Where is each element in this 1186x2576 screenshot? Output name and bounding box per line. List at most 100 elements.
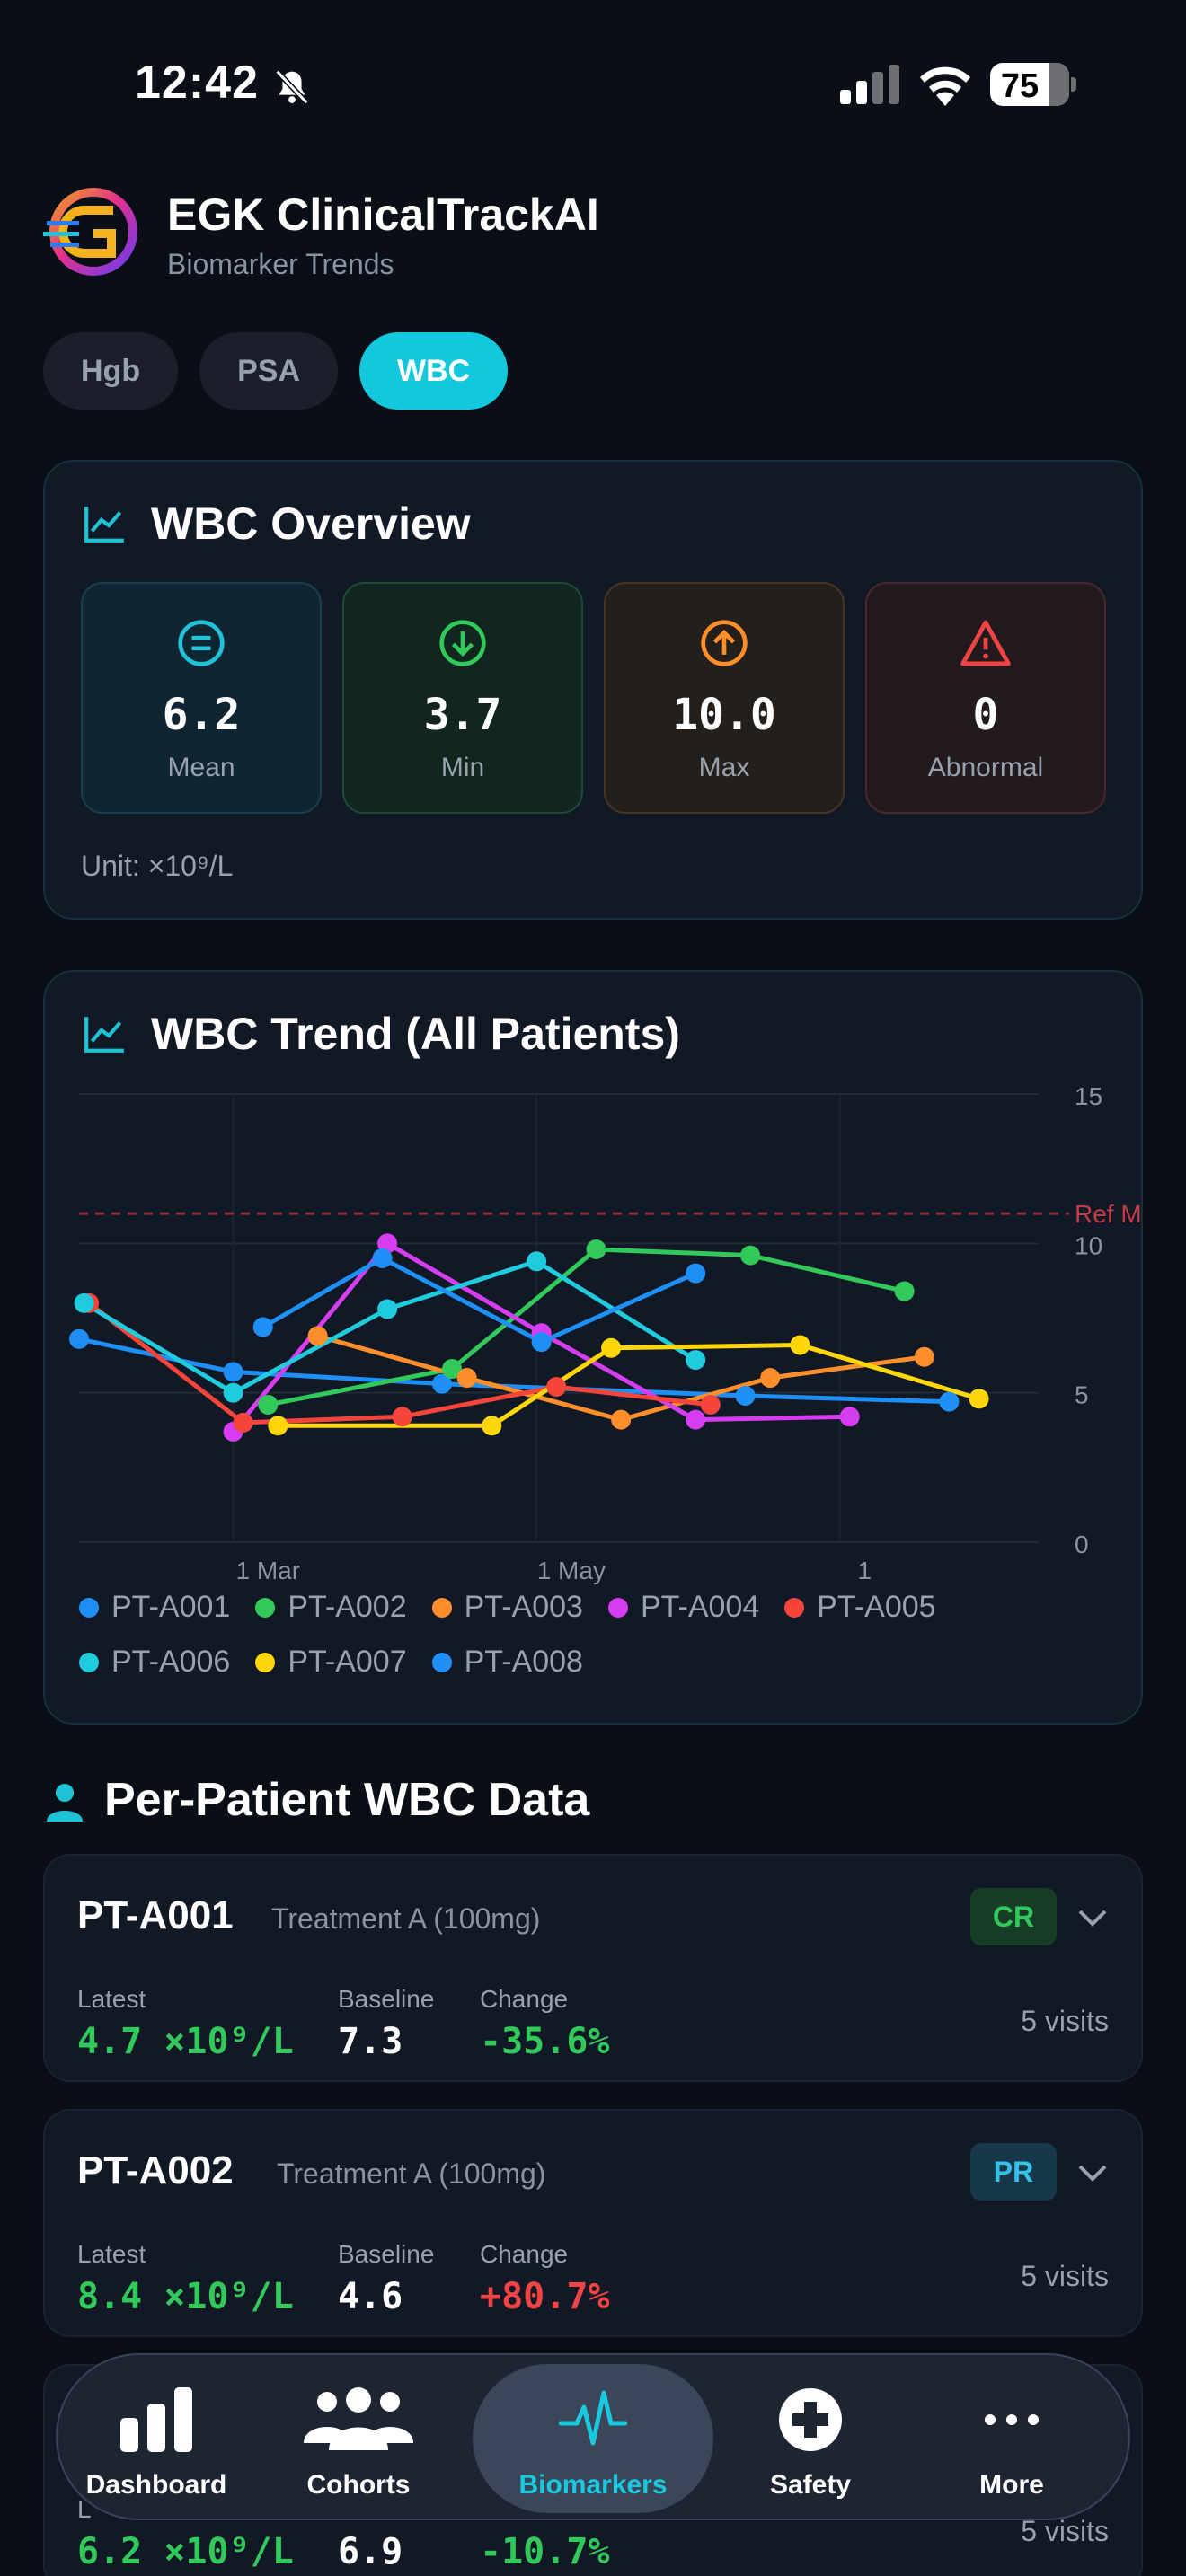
battery-indicator: 75	[990, 63, 1069, 106]
stat-mean-label: Mean	[167, 753, 235, 782]
latest-label: Latest	[77, 1985, 146, 2013]
data-point[interactable]	[939, 1391, 960, 1412]
tab-hgb[interactable]: Hgb	[43, 332, 179, 410]
data-point[interactable]	[392, 1407, 412, 1427]
data-point[interactable]	[456, 1368, 477, 1389]
arrow-up-circle-icon	[701, 620, 748, 666]
stat-mean-value: 6.2	[162, 690, 241, 740]
stat-max-value: 10.0	[672, 690, 776, 740]
legend-swatch	[79, 1652, 99, 1672]
legend-swatch	[431, 1652, 452, 1672]
data-point[interactable]	[686, 1350, 706, 1371]
stat-abnormal: 0 Abnormal	[865, 582, 1106, 814]
plus-cross-icon	[779, 2388, 842, 2451]
stat-min-value: 3.7	[423, 690, 502, 740]
data-point[interactable]	[760, 1368, 781, 1389]
response-badge: CR	[970, 1888, 1057, 1945]
legend-item-pt-a007[interactable]: PT-A007	[255, 1645, 407, 1680]
trend-card	[43, 970, 1143, 1725]
data-point[interactable]	[252, 1317, 273, 1337]
data-point[interactable]	[74, 1292, 94, 1313]
chart-legend: PT-A001 PT-A002 PT-A003 PT-A004 PT-A005 PT-A0…	[79, 1590, 1103, 1680]
data-point[interactable]	[700, 1394, 721, 1415]
nav-biomarkers-label: Biomarkers	[518, 2470, 668, 2500]
data-point[interactable]	[223, 1362, 243, 1382]
app-logo-icon	[43, 188, 137, 276]
data-point[interactable]	[527, 1251, 547, 1272]
data-point[interactable]	[233, 1412, 253, 1433]
legend-item-pt-a003[interactable]: PT-A003	[431, 1590, 583, 1625]
patient-treatment: Treatment A (100mg)	[277, 2157, 546, 2190]
data-point[interactable]	[531, 1332, 552, 1353]
reference-label: Ref M	[1075, 1200, 1142, 1228]
baseline-label: Baseline	[338, 1985, 435, 2013]
nav-dashboard[interactable]: Dashboard	[58, 2364, 255, 2513]
nav-biomarkers[interactable]: Biomarkers	[473, 2364, 713, 2513]
data-point[interactable]	[223, 1382, 243, 1403]
data-point[interactable]	[268, 1416, 288, 1436]
legend-item-pt-a002[interactable]: PT-A002	[255, 1590, 407, 1625]
data-point[interactable]	[258, 1394, 279, 1415]
visit-count: 5 visits	[1021, 2260, 1109, 2292]
data-point[interactable]	[377, 1233, 398, 1254]
visit-count: 5 visits	[1021, 2005, 1109, 2037]
legend-label: PT-A001	[111, 1590, 231, 1624]
biomarker-tabs: Hgb PSA WBC	[43, 332, 509, 410]
legend-item-pt-a001[interactable]: PT-A001	[79, 1590, 230, 1625]
nav-safety-label: Safety	[769, 2470, 852, 2500]
stat-min-label: Min	[440, 753, 485, 782]
response-badge: PR	[970, 2143, 1057, 2201]
baseline-label: Baseline	[338, 2240, 435, 2268]
data-point[interactable]	[969, 1389, 989, 1409]
data-point[interactable]	[686, 1409, 706, 1430]
line-chart-icon	[84, 507, 124, 543]
bar-chart-icon	[120, 2387, 192, 2452]
legend-item-pt-a006[interactable]: PT-A006	[79, 1645, 230, 1680]
equals-circle-icon	[178, 620, 225, 666]
latest-value: 8.4 ×10⁹/L	[77, 2276, 294, 2317]
data-point[interactable]	[914, 1346, 934, 1367]
tab-psa[interactable]: PSA	[199, 332, 339, 410]
data-point[interactable]	[377, 1299, 398, 1319]
data-point[interactable]	[482, 1416, 502, 1436]
tab-wbc[interactable]: WBC	[359, 332, 509, 410]
data-point[interactable]	[740, 1245, 761, 1266]
data-point[interactable]	[601, 1337, 622, 1358]
patient-card[interactable]: PT-A002 Treatment A (100mg) PR Latest 8.…	[43, 2109, 1143, 2337]
data-point[interactable]	[894, 1281, 915, 1301]
legend-item-pt-a004[interactable]: PT-A004	[607, 1590, 759, 1625]
legend-item-pt-a005[interactable]: PT-A005	[784, 1590, 936, 1625]
legend-label: PT-A002	[288, 1590, 407, 1624]
data-point[interactable]	[307, 1326, 328, 1346]
nav-safety[interactable]: Safety	[712, 2364, 909, 2513]
data-point[interactable]	[735, 1385, 756, 1406]
legend-label: PT-A008	[464, 1645, 583, 1679]
data-point[interactable]	[790, 1335, 810, 1355]
data-point[interactable]	[586, 1239, 606, 1259]
series-line-pt-a008	[261, 1256, 697, 1345]
data-point[interactable]	[546, 1377, 567, 1398]
bell-muted-icon	[275, 69, 309, 105]
data-point[interactable]	[839, 1407, 860, 1427]
data-point[interactable]	[431, 1373, 452, 1394]
y-tick-label: 10	[1075, 1231, 1102, 1259]
ellipsis-icon	[985, 2414, 1039, 2425]
legend-swatch	[79, 1597, 99, 1618]
chevron-down-icon[interactable]	[1076, 2161, 1109, 2183]
nav-more[interactable]: More	[913, 2364, 1111, 2513]
stat-max-label: Max	[698, 753, 750, 782]
nav-cohorts[interactable]: Cohorts	[260, 2364, 457, 2513]
legend-swatch	[784, 1597, 805, 1618]
data-point[interactable]	[69, 1328, 89, 1349]
chevron-down-icon[interactable]	[1076, 1906, 1109, 1928]
app-title: EGK ClinicalTrackAI	[167, 190, 599, 240]
data-point[interactable]	[442, 1359, 463, 1380]
legend-item-pt-a008[interactable]: PT-A008	[431, 1645, 583, 1680]
data-point[interactable]	[611, 1409, 632, 1430]
data-point[interactable]	[372, 1248, 393, 1268]
trend-title: WBC Trend (All Patients)	[151, 1009, 680, 1059]
data-point[interactable]	[686, 1263, 706, 1284]
patient-id: PT-A002	[77, 2148, 234, 2192]
baseline-value: 7.3	[338, 2021, 403, 2062]
patient-card[interactable]: PT-A001 Treatment A (100mg) CR Latest 4.…	[43, 1854, 1143, 2082]
